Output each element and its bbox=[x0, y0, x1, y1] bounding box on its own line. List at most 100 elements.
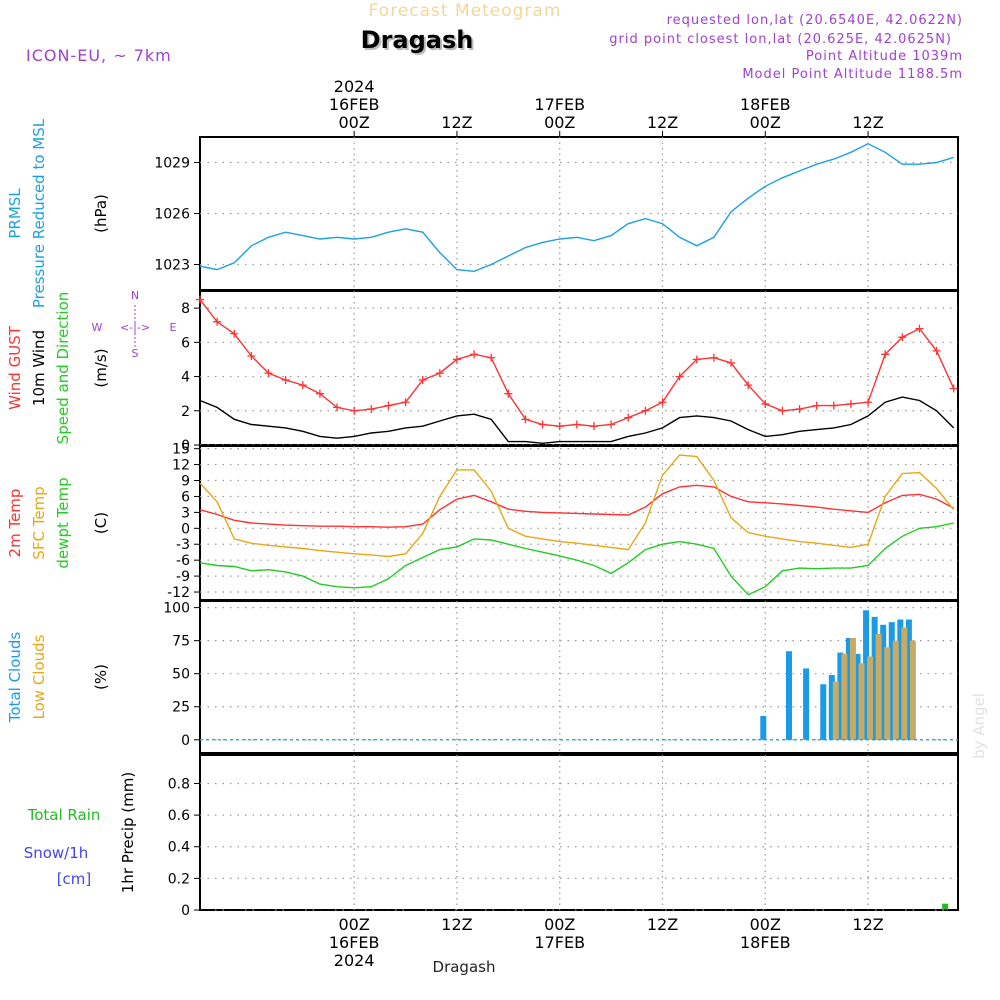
gust-marker bbox=[298, 381, 307, 390]
top-tick-label: 17FEB bbox=[534, 95, 585, 114]
bar-low-clouds bbox=[884, 647, 891, 740]
bottom-tick-label: 17FEB bbox=[534, 933, 585, 952]
model-label: ICON-EU, ~ 7km bbox=[26, 46, 172, 65]
bar-total-clouds bbox=[897, 619, 904, 740]
gust-marker bbox=[778, 406, 787, 415]
bottom-tick-label: 18FEB bbox=[740, 933, 791, 952]
unit-label: 1hr Precip (mm) bbox=[119, 772, 137, 893]
gust-marker bbox=[230, 329, 239, 338]
y-tick-label: 0 bbox=[181, 438, 190, 454]
panel-label: 10m Wind bbox=[30, 330, 48, 406]
gust-marker bbox=[521, 415, 530, 424]
panel-frame bbox=[199, 600, 959, 754]
bar-low-clouds bbox=[875, 634, 882, 740]
gust-marker bbox=[607, 420, 616, 429]
panel-frame bbox=[199, 445, 959, 601]
bottom-tick-label: 2024 bbox=[334, 951, 375, 970]
bar-low-clouds bbox=[867, 656, 874, 740]
panel-label: Speed and Direction bbox=[54, 292, 72, 445]
gust-marker bbox=[196, 295, 204, 304]
y-tick-label: 15 bbox=[172, 442, 190, 458]
top-tick-label: 12Z bbox=[852, 113, 883, 132]
y-tick-label: 75 bbox=[172, 634, 190, 650]
y-tick-label: -3 bbox=[176, 537, 190, 553]
gust-marker bbox=[333, 403, 342, 412]
y-tick-label: 0 bbox=[181, 521, 190, 537]
chart-subtitle: Forecast Meteogram bbox=[369, 1, 562, 21]
gust-marker bbox=[624, 413, 633, 422]
series-line-dewpt-temp bbox=[199, 522, 954, 596]
y-tick-label: 2 bbox=[181, 404, 190, 420]
panel-label: PRMSL bbox=[6, 188, 24, 239]
series-line-2m-temp bbox=[199, 484, 955, 528]
gust-marker bbox=[692, 355, 701, 364]
gust-marker bbox=[727, 358, 736, 367]
panel-frame bbox=[199, 290, 959, 446]
gust-marker bbox=[367, 405, 376, 414]
bottom-tick-label: 00Z bbox=[339, 915, 370, 934]
bar-total-clouds bbox=[871, 616, 878, 740]
unit-label: (%) bbox=[92, 664, 110, 690]
panel-label: Total Clouds bbox=[6, 632, 24, 724]
bottom-tick-label: 12Z bbox=[647, 915, 678, 934]
bar-total-clouds bbox=[854, 653, 861, 740]
panel-label: Total Rain bbox=[27, 806, 101, 824]
panel-label: Low Clouds bbox=[30, 634, 48, 719]
bar-total-clouds bbox=[820, 684, 827, 740]
gust-marker bbox=[881, 350, 890, 359]
top-tick-label: 00Z bbox=[339, 113, 370, 132]
panel-clouds: 0 25 50 75 100 Total Clouds Low Clouds (%) bbox=[6, 600, 959, 754]
bar-low-clouds bbox=[849, 638, 856, 740]
panel-label: 2m Temp bbox=[6, 489, 24, 558]
model-altitude: Model Point Altitude 1188.5m bbox=[742, 67, 963, 82]
gust-marker bbox=[864, 398, 873, 407]
bar-low-clouds bbox=[892, 640, 899, 740]
top-tick-label: 00Z bbox=[750, 113, 781, 132]
bar-total-clouds bbox=[760, 715, 767, 740]
y-tick-label: 25 bbox=[172, 700, 190, 716]
bar-total-clouds bbox=[888, 622, 895, 740]
y-tick-label: 0 bbox=[181, 903, 190, 919]
gust-marker bbox=[470, 350, 479, 359]
y-tick-label: 0.6 bbox=[168, 808, 190, 824]
y-tick-label: 100 bbox=[163, 601, 190, 617]
bar-low-clouds bbox=[858, 663, 865, 740]
bar-low-clouds bbox=[901, 627, 908, 740]
unit-label: (m/s) bbox=[92, 348, 110, 387]
top-tick-label: 16FEB bbox=[329, 95, 380, 114]
bar-low-clouds bbox=[832, 681, 839, 740]
gust-marker bbox=[812, 401, 821, 410]
top-tick-label: 12Z bbox=[441, 113, 472, 132]
gust-marker bbox=[846, 399, 855, 408]
panel-precip: 0 0.2 0.4 0.6 0.8 Total Rain Snow/1h [cm] 1hr Pr… bbox=[24, 754, 959, 919]
gust-marker bbox=[932, 346, 941, 355]
y-tick-label: 1026 bbox=[154, 207, 190, 223]
bar-total-clouds bbox=[828, 675, 835, 740]
y-tick-label: 0 bbox=[181, 733, 190, 749]
compass-arrow: <-|-> bbox=[120, 321, 150, 334]
gust-marker bbox=[898, 333, 907, 342]
gust-marker bbox=[281, 375, 290, 384]
unit-label: (hPa) bbox=[92, 194, 110, 233]
panel-label: dewpt Temp bbox=[54, 477, 72, 568]
gust-marker bbox=[264, 369, 273, 378]
series-line-10m-wind bbox=[199, 396, 955, 445]
gust-marker bbox=[487, 353, 496, 362]
panel-label: Wind GUST bbox=[6, 325, 24, 410]
series-line-sfc-temp bbox=[199, 454, 955, 558]
bottom-tick-label: 00Z bbox=[544, 915, 575, 934]
series-line-wind-gust bbox=[199, 299, 955, 427]
gust-marker bbox=[418, 375, 427, 384]
panel-label: Pressure Reduced to MSL bbox=[30, 118, 48, 308]
requested-coords: requested lon,lat (20.6540E, 42.0622N) bbox=[667, 13, 963, 28]
panel-pressure: 1023 1026 1029 PRMSL Pressure Reduced to MSL… bbox=[6, 118, 959, 308]
gust-marker bbox=[675, 372, 684, 381]
gust-marker bbox=[641, 406, 650, 415]
bar-total-rain bbox=[942, 903, 949, 910]
series-line-prmsl bbox=[199, 143, 954, 273]
y-tick-label: -9 bbox=[176, 569, 190, 585]
y-tick-label: 1023 bbox=[154, 258, 190, 274]
